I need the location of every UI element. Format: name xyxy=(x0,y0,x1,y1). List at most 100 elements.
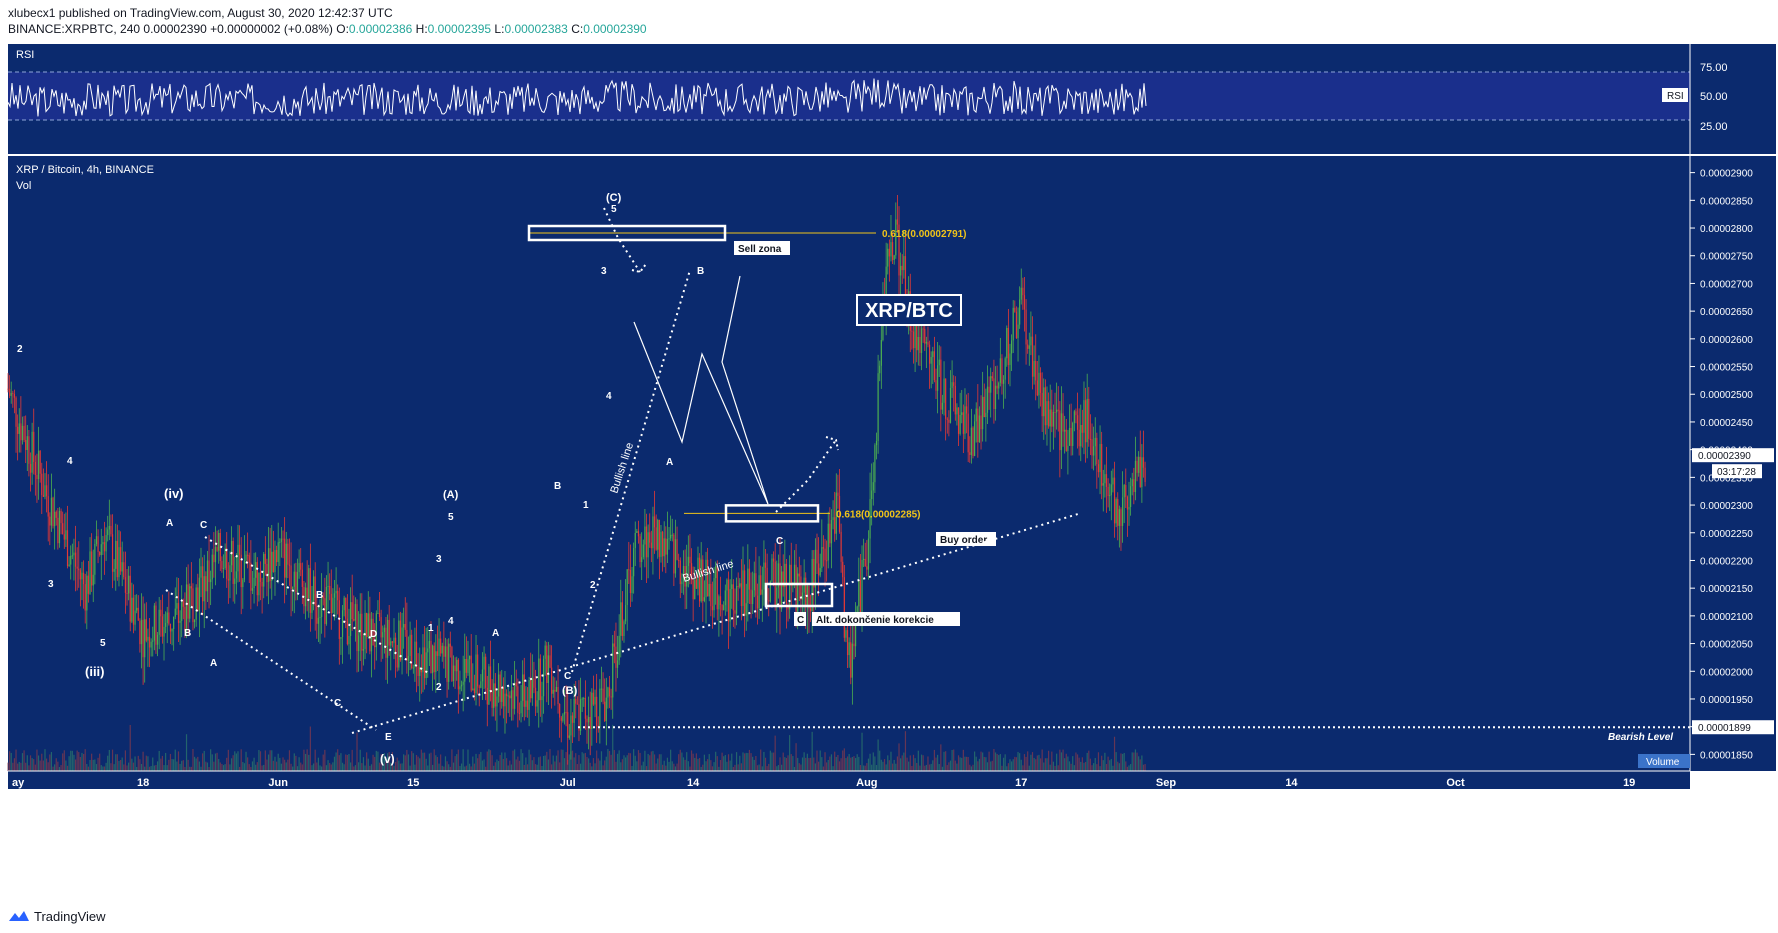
volume-bar xyxy=(957,755,960,771)
volume-bar xyxy=(222,765,225,771)
price-tick: 0.00002100 xyxy=(1700,612,1753,623)
volume-bar xyxy=(1097,752,1100,771)
candle-body xyxy=(747,568,749,604)
volume-bar xyxy=(875,764,878,771)
candle-body xyxy=(441,645,443,654)
candle-body xyxy=(247,554,249,556)
candle-body xyxy=(213,554,215,563)
candle-body xyxy=(787,606,789,610)
volume-bar xyxy=(883,759,886,771)
volume-bar xyxy=(982,752,984,771)
volume-bar xyxy=(335,752,337,771)
volume-bar xyxy=(629,753,632,771)
volume-bar xyxy=(467,749,469,771)
volume-bar xyxy=(573,757,575,771)
chart-canvas[interactable]: RSI 75.00 50.00 25.00 RSI XRP / Bitcoin,… xyxy=(0,42,1778,900)
volume-bar xyxy=(362,757,365,771)
volume-bar xyxy=(698,757,701,771)
candle-body xyxy=(74,552,77,567)
volume-bar xyxy=(1115,752,1117,771)
volume-bar xyxy=(1075,752,1077,771)
sell-zone-box[interactable] xyxy=(527,224,727,242)
candle-body xyxy=(1102,483,1104,486)
candle-body xyxy=(1130,486,1132,508)
volume-bar xyxy=(578,755,580,771)
volume-bar xyxy=(329,762,331,771)
volume-bar xyxy=(523,764,525,771)
candle-body xyxy=(179,620,181,623)
volume-bar xyxy=(189,766,191,771)
volume-bar xyxy=(871,764,873,771)
candle-body xyxy=(933,351,935,381)
candle-body xyxy=(494,683,496,707)
chart-frame[interactable]: RSI 75.00 50.00 25.00 RSI XRP / Bitcoin,… xyxy=(0,42,1778,900)
candle-body xyxy=(1117,499,1119,526)
volume-bar xyxy=(1017,751,1019,771)
candle-body xyxy=(702,559,704,602)
candle-body xyxy=(1023,295,1026,310)
candle-body xyxy=(687,556,689,567)
volume-bar xyxy=(438,763,440,771)
candle-body xyxy=(927,341,929,345)
volume-bar xyxy=(264,750,266,771)
candle-body xyxy=(1027,344,1029,349)
volume-bar xyxy=(689,766,691,771)
volume-bar xyxy=(544,755,546,771)
volume-bar xyxy=(1019,753,1021,771)
volume-bar xyxy=(292,766,294,771)
candle-body xyxy=(851,643,853,678)
volume-bar xyxy=(50,752,53,771)
candle-body xyxy=(58,510,61,544)
candle-body xyxy=(1019,299,1021,325)
candle-body xyxy=(86,575,88,611)
candle-body xyxy=(505,693,508,697)
candle-body xyxy=(1112,477,1114,485)
candle-body xyxy=(123,562,125,578)
volume-bar xyxy=(586,756,588,771)
buy-zone-box[interactable] xyxy=(724,504,820,523)
volume-bar xyxy=(147,756,149,771)
volume-bar xyxy=(1020,759,1022,771)
candle-body xyxy=(861,559,863,617)
volume-bar xyxy=(718,766,720,771)
candle-body xyxy=(126,592,128,594)
main-title: XRP / Bitcoin, 4h, BINANCE xyxy=(16,164,154,176)
candle-body xyxy=(335,590,337,594)
candle-body xyxy=(1001,358,1003,384)
volume-bar xyxy=(747,753,749,771)
candle-body xyxy=(531,678,533,699)
volume-bar xyxy=(181,760,183,771)
candle-body xyxy=(282,538,284,540)
candle-body xyxy=(670,534,672,539)
candle-body xyxy=(182,601,184,607)
candle-body xyxy=(790,564,792,586)
candle-body xyxy=(1070,427,1072,446)
candle-body xyxy=(991,376,993,379)
low-label: L: xyxy=(494,22,505,36)
sell-zone-label-bg xyxy=(734,241,790,255)
volume-bar xyxy=(1105,764,1108,771)
candle-body xyxy=(567,712,569,738)
volume-bar xyxy=(977,761,979,771)
volume-bar xyxy=(319,765,321,771)
volume-bar xyxy=(1104,752,1106,771)
volume-bar xyxy=(218,759,220,771)
volume-bar xyxy=(100,765,102,771)
volume-bar xyxy=(284,759,286,771)
volume-bar xyxy=(213,761,215,771)
time-tick: 17 xyxy=(1015,777,1027,789)
time-tick: ay xyxy=(12,777,25,789)
wave-label: (C) xyxy=(606,192,622,204)
volume-bar xyxy=(851,756,853,771)
volume-bar xyxy=(1099,766,1101,771)
candle-body xyxy=(776,587,778,607)
candle-body xyxy=(612,643,614,698)
alt-zone-box[interactable] xyxy=(764,582,834,608)
volume-bar xyxy=(639,752,641,771)
volume-bar xyxy=(596,750,598,771)
volume-bar xyxy=(858,756,860,771)
candle-body xyxy=(671,534,673,536)
volume-bar xyxy=(13,758,16,771)
candle-body xyxy=(813,559,815,588)
candle-body xyxy=(395,637,397,655)
